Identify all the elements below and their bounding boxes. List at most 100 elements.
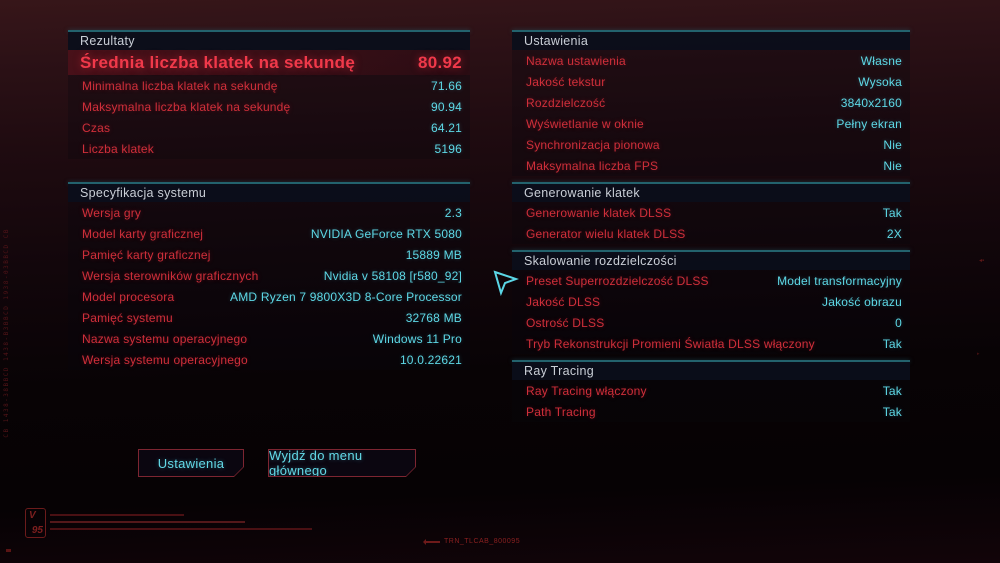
spec-value: 15889 MB: [405, 247, 462, 262]
setting-row: Generator wielu klatek DLSS 2X: [512, 223, 910, 244]
spec-value: AMD Ryzen 7 9800X3D 8-Core Processor: [230, 289, 462, 304]
section-divider: [512, 360, 910, 362]
setting-label: Ray Tracing włączony: [526, 383, 647, 398]
setting-label: Tryb Rekonstrukcji Promieni Światła DLSS…: [526, 336, 815, 351]
settings-section-title: Ustawienia: [512, 32, 910, 50]
spec-row: Wersja systemu operacyjnego 10.0.22621: [68, 349, 470, 370]
scaling-section-title: Skalowanie rozdzielczości: [512, 252, 910, 270]
setting-row: Tryb Rekonstrukcji Promieni Światła DLSS…: [512, 333, 910, 354]
setting-label: Preset Superrozdzielczość DLSS: [526, 273, 709, 288]
section-divider: [512, 250, 910, 252]
setting-label: Jakość DLSS: [526, 294, 601, 309]
ray-tracing-section-title: Ray Tracing: [512, 362, 910, 380]
stat-value: 90.94: [430, 99, 462, 114]
setting-value: Wysoka: [858, 74, 902, 89]
spec-value: 2.3: [444, 205, 462, 220]
spec-row: Wersja sterowników graficznych Nvidia v …: [68, 265, 470, 286]
setting-row: Preset Superrozdzielczość DLSS Model tra…: [512, 270, 910, 291]
avg-fps-row: Średnia liczba klatek na sekundę 80.92: [68, 50, 470, 75]
stat-value: 5196: [434, 141, 462, 156]
setting-value: Jakość obrazu: [822, 294, 902, 309]
spec-label: Model karty graficznej: [82, 226, 204, 241]
setting-value: Pełny ekran: [836, 116, 902, 131]
frame-gen-section-title: Generowanie klatek: [512, 184, 910, 202]
exit-to-main-menu-button[interactable]: Wyjdź do menu głównego: [268, 449, 416, 477]
stat-row: Czas 64.21: [68, 117, 470, 138]
setting-label: Ostrość DLSS: [526, 315, 605, 330]
section-system-spec: Specyfikacja systemu Wersja gry 2.3 Mode…: [68, 182, 470, 370]
setting-value: 0: [895, 315, 902, 330]
section-resolution-scaling: Skalowanie rozdzielczości Preset Superro…: [512, 250, 910, 354]
section-settings: Ustawienia Nazwa ustawienia Własne Jakoś…: [512, 30, 910, 176]
setting-value: Tak: [882, 205, 902, 220]
setting-value: Nie: [883, 158, 902, 173]
legal-line: [50, 521, 245, 523]
setting-label: Wyświetlanie w oknie: [526, 116, 644, 131]
stat-row: Minimalna liczba klatek na sekundę 71.66: [68, 75, 470, 96]
setting-value: Własne: [860, 53, 902, 68]
spec-row: Model karty graficznej NVIDIA GeForce RT…: [68, 223, 470, 244]
spec-row: Pamięć karty graficznej 15889 MB: [68, 244, 470, 265]
section-ray-tracing: Ray Tracing Ray Tracing włączony Tak Pat…: [512, 360, 910, 422]
left-column: Rezultaty Średnia liczba klatek na sekun…: [68, 30, 470, 370]
spec-value: Nvidia v 58108 [r580_92]: [323, 268, 462, 283]
spec-label: Nazwa systemu operacyjnego: [82, 331, 248, 346]
watermark-text: TRN_TLCAB_800095: [444, 538, 521, 545]
setting-row: Nazwa ustawienia Własne: [512, 50, 910, 71]
spec-value: 10.0.22621: [399, 352, 462, 367]
stat-label: Czas: [82, 120, 111, 135]
setting-value: Tak: [882, 404, 902, 419]
bottom-left-mark: [6, 549, 11, 552]
right-edge-mark-small: ▸: [977, 351, 980, 357]
setting-label: Jakość tekstur: [526, 74, 606, 89]
logo-v-glyph: V: [29, 510, 36, 521]
setting-row: Ostrość DLSS 0: [512, 312, 910, 333]
setting-row: Maksymalna liczba FPS Nie: [512, 155, 910, 176]
setting-label: Nazwa ustawienia: [526, 53, 626, 68]
avg-fps-label: Średnia liczba klatek na sekundę: [80, 52, 356, 72]
right-edge-mark: ◂▪: [979, 258, 985, 264]
section-frame-generation: Generowanie klatek Generowanie klatek DL…: [512, 182, 910, 244]
stat-label: Liczba klatek: [82, 141, 154, 156]
setting-row: Rozdzielczość 3840x2160: [512, 92, 910, 113]
setting-row: Jakość tekstur Wysoka: [512, 71, 910, 92]
setting-label: Rozdzielczość: [526, 95, 606, 110]
spec-value: NVIDIA GeForce RTX 5080: [310, 226, 462, 241]
left-edge-glitch-text: CB 1438-38BBCD 1438-B3BBCD 1938-03BBCD C…: [3, 228, 10, 438]
spec-label: Wersja systemu operacyjnego: [82, 352, 248, 367]
spec-label: Pamięć karty graficznej: [82, 247, 211, 262]
spec-row: Pamięć systemu 32768 MB: [68, 307, 470, 328]
setting-value: 2X: [886, 226, 902, 241]
legal-line: [50, 528, 312, 530]
setting-label: Generator wielu klatek DLSS: [526, 226, 686, 241]
section-divider: [512, 182, 910, 184]
stat-row: Liczba klatek 5196: [68, 138, 470, 159]
section-divider: [68, 30, 470, 32]
setting-value: Tak: [882, 383, 902, 398]
section-divider: [512, 30, 910, 32]
legal-text-lines: [50, 514, 312, 535]
version-logo: V 95: [25, 508, 46, 538]
stat-value: 64.21: [430, 120, 462, 135]
setting-row: Jakość DLSS Jakość obrazu: [512, 291, 910, 312]
stat-value: 71.66: [430, 78, 462, 93]
avg-fps-value: 80.92: [417, 52, 462, 72]
legal-line: [50, 514, 184, 516]
watermark-arrow-icon: [423, 538, 440, 545]
spec-label: Wersja sterowników graficznych: [82, 268, 259, 283]
right-column: Ustawienia Nazwa ustawienia Własne Jakoś…: [512, 30, 910, 422]
setting-row: Wyświetlanie w oknie Pełny ekran: [512, 113, 910, 134]
logo-number: 95: [31, 525, 43, 536]
setting-value: Nie: [883, 137, 902, 152]
section-results: Rezultaty Średnia liczba klatek na sekun…: [68, 30, 470, 159]
exit-button-label: Wyjdź do menu głównego: [269, 450, 415, 476]
settings-button[interactable]: Ustawienia: [138, 449, 244, 477]
setting-row: Generowanie klatek DLSS Tak: [512, 202, 910, 223]
setting-label: Maksymalna liczba FPS: [526, 158, 659, 173]
system-section-title: Specyfikacja systemu: [68, 184, 470, 202]
setting-row: Synchronizacja pionowa Nie: [512, 134, 910, 155]
spec-row: Model procesora AMD Ryzen 7 9800X3D 8-Co…: [68, 286, 470, 307]
spec-label: Wersja gry: [82, 205, 142, 220]
spec-value: 32768 MB: [405, 310, 462, 325]
